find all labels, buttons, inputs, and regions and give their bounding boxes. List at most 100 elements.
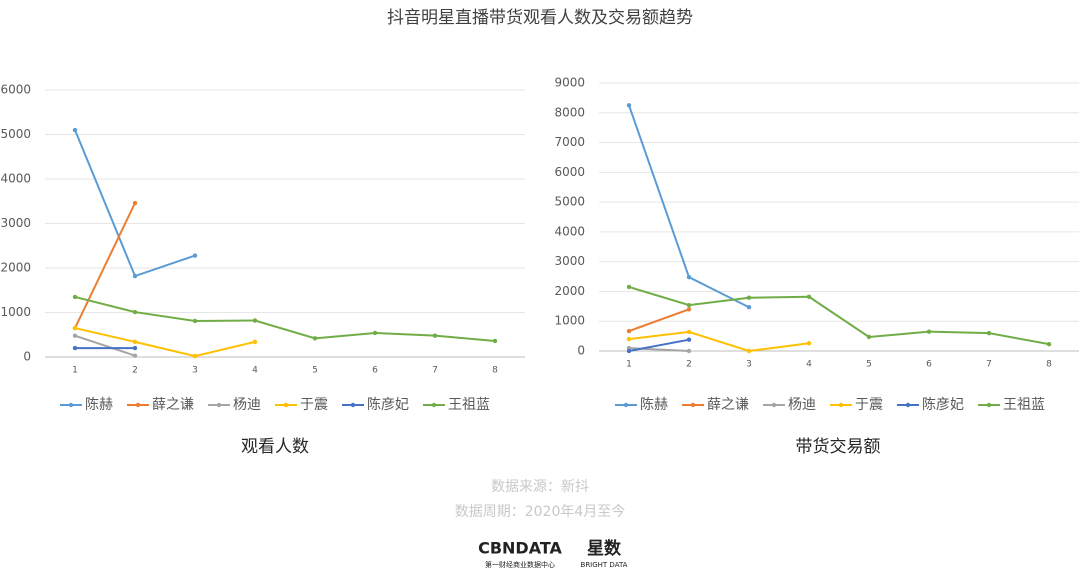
point xyxy=(626,336,632,342)
point xyxy=(192,318,198,324)
chart-title: 带货交易额 xyxy=(796,437,881,457)
legend-dot xyxy=(283,402,289,408)
series-line xyxy=(74,327,256,358)
point xyxy=(72,345,78,351)
source: 数据来源：新抖 xyxy=(491,479,589,495)
legend-dot xyxy=(690,402,696,408)
point xyxy=(626,103,632,108)
legend-dot xyxy=(68,402,74,408)
y-tick-label: 2000 xyxy=(554,284,585,298)
legend-label: 杨迪 xyxy=(233,397,261,413)
x-tick-label: 4 xyxy=(806,360,812,370)
point xyxy=(132,309,138,315)
y-tick-label: 1000 xyxy=(0,305,31,319)
point xyxy=(72,333,78,338)
point xyxy=(806,294,812,300)
y-tick-label: 6000 xyxy=(554,165,585,179)
point xyxy=(686,302,692,308)
point xyxy=(492,338,498,344)
legend-label: 于震 xyxy=(855,397,883,413)
y-tick-label: 3000 xyxy=(554,254,585,268)
point xyxy=(686,274,692,280)
x-tick-label: 8 xyxy=(492,366,498,376)
legend-dot xyxy=(431,402,437,408)
y-tick-label: 3000 xyxy=(0,216,31,230)
page-title: 抖音明星直播带货观看人数及交易额趋势 xyxy=(387,8,693,28)
legend-label: 王祖蓝 xyxy=(1003,397,1045,413)
y-tick-label: 7000 xyxy=(554,135,585,149)
point xyxy=(132,353,138,358)
point xyxy=(132,339,138,345)
point xyxy=(72,325,78,331)
x-tick-label: 7 xyxy=(432,366,438,376)
x-tick-label: 3 xyxy=(746,360,752,370)
point xyxy=(686,329,692,335)
legend-dot xyxy=(623,402,629,408)
point xyxy=(686,337,692,342)
series-line xyxy=(628,286,1050,346)
legend-dot xyxy=(350,402,356,408)
y-tick-label: 5000 xyxy=(554,195,585,209)
x-tick-label: 5 xyxy=(866,360,872,370)
series-line xyxy=(628,330,810,353)
x-tick-label: 2 xyxy=(132,366,138,376)
point xyxy=(626,328,632,334)
point xyxy=(746,305,752,310)
x-tick-label: 8 xyxy=(1046,360,1052,370)
point xyxy=(72,294,78,300)
point xyxy=(686,348,692,354)
legend-label: 陈赫 xyxy=(85,396,113,413)
point xyxy=(986,330,992,336)
legend-label: 于震 xyxy=(300,397,328,413)
point xyxy=(626,348,632,354)
legend-label: 陈赫 xyxy=(640,396,668,413)
point xyxy=(252,339,258,345)
legend-dot xyxy=(905,402,911,408)
y-tick-label: 8000 xyxy=(554,105,585,119)
point xyxy=(132,273,138,279)
point xyxy=(1046,341,1052,347)
x-tick-label: 7 xyxy=(986,360,992,370)
legend-label: 薛之谦 xyxy=(707,397,749,413)
series-line xyxy=(74,334,136,357)
x-tick-label: 1 xyxy=(626,360,632,370)
legend-dot xyxy=(986,402,992,408)
legend-label: 陈彦妃 xyxy=(367,396,409,413)
point xyxy=(132,345,138,351)
legend-label: 薛之谦 xyxy=(152,397,194,413)
y-tick-label: 0 xyxy=(23,350,31,364)
y-tick-label: 5000 xyxy=(0,127,31,141)
legend-label: 杨迪 xyxy=(788,397,816,413)
period: 数据周期：2020年4月至今 xyxy=(455,504,626,520)
legend-label: 陈彦妃 xyxy=(922,396,964,413)
y-tick-label: 4000 xyxy=(0,172,31,186)
point xyxy=(312,336,318,341)
point xyxy=(372,330,378,336)
legend-dot xyxy=(135,402,141,408)
y-tick-label: 0 xyxy=(577,344,585,358)
legend-dot xyxy=(838,402,844,408)
y-tick-label: 6000 xyxy=(0,83,31,97)
point xyxy=(192,253,198,258)
point xyxy=(192,353,198,359)
series-line xyxy=(74,295,496,342)
point xyxy=(746,348,752,354)
point xyxy=(432,333,438,338)
point xyxy=(132,200,138,206)
point xyxy=(806,341,812,346)
legend-label: 王祖蓝 xyxy=(448,397,490,413)
y-tick-label: 2000 xyxy=(0,261,31,275)
x-tick-label: 6 xyxy=(926,360,932,370)
y-tick-label: 4000 xyxy=(554,224,585,238)
series-line xyxy=(628,338,690,352)
logo-partner: 星数 xyxy=(587,538,622,559)
logo-partner-sub: BRIGHT DATA xyxy=(581,561,628,569)
legend-dot xyxy=(216,402,222,408)
y-tick-label: 9000 xyxy=(554,76,585,90)
x-tick-label: 1 xyxy=(72,366,78,376)
point xyxy=(866,334,872,340)
point xyxy=(746,295,752,300)
point xyxy=(926,329,932,334)
series-line xyxy=(628,308,690,332)
